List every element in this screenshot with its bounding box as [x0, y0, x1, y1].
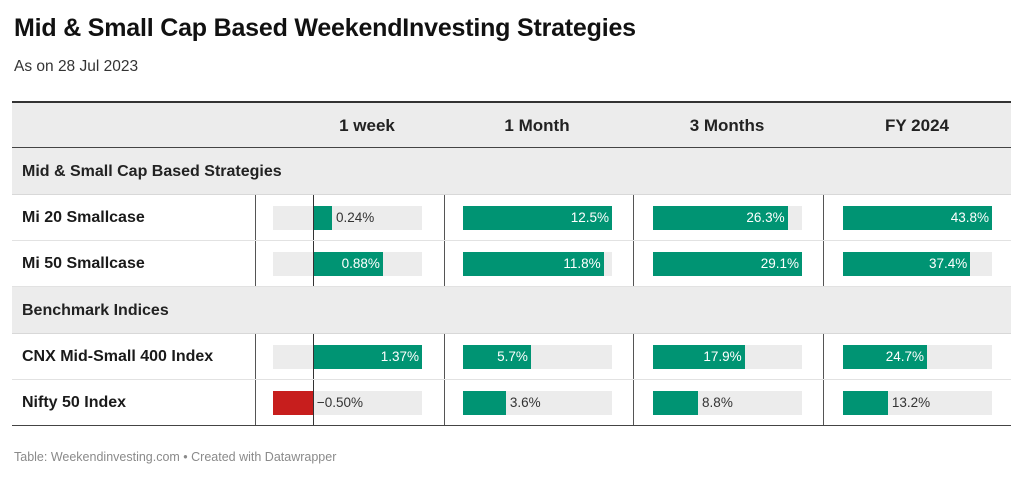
bar-value-label: 24.7%: [885, 349, 925, 364]
column-divider: [823, 241, 824, 286]
bar-value-label: 3.6%: [509, 395, 541, 410]
table-row: CNX Mid-Small 400 Index 1.37% 5.7% 17.9% 24.…: [12, 334, 1011, 380]
column-divider: [444, 241, 445, 286]
column-divider: [823, 195, 824, 240]
column-divider: [633, 241, 634, 286]
row-label: Nifty 50 Index: [22, 394, 127, 411]
column-divider: [444, 380, 445, 425]
bar-value-label: 11.8%: [563, 256, 601, 271]
table-body: Mid & Small Cap Based Strategies Mi 20 Sm…: [12, 148, 1011, 426]
group-row: Benchmark Indices: [12, 287, 1011, 334]
column-divider: [633, 334, 634, 379]
bar-value-label: 29.1%: [760, 256, 799, 271]
bar-fy-2024: [843, 345, 928, 369]
column-divider: [633, 195, 634, 240]
bar-1-week: [312, 206, 332, 230]
zero-axis-line: [312, 334, 314, 379]
group-label: Mid & Small Cap Based Strategies: [22, 163, 282, 180]
chart-title: Mid & Small Cap Based WeekendInvesting S…: [14, 14, 636, 42]
table-row: Mi 50 Smallcase 0.88% 11.8% 29.1% 37.4%: [12, 241, 1011, 287]
bar-track: [273, 206, 422, 230]
row-label: Mi 20 Smallcase: [22, 209, 145, 226]
column-header-1-week: 1 week: [339, 116, 395, 135]
zero-axis-line: [312, 241, 314, 286]
column-header-1-month: 1 Month: [504, 116, 570, 135]
column-divider: [633, 380, 634, 425]
group-row: Mid & Small Cap Based Strategies: [12, 148, 1011, 195]
column-divider: [255, 241, 256, 286]
bar-value-label: 13.2%: [891, 395, 931, 410]
bar-value-label: 17.9%: [703, 349, 742, 364]
zero-axis-line: [312, 195, 314, 240]
bar-value-label: 0.88%: [341, 256, 380, 271]
bar-value-label: 8.8%: [702, 395, 733, 410]
column-divider: [255, 334, 256, 379]
column-divider: [444, 334, 445, 379]
row-label: Mi 50 Smallcase: [22, 255, 145, 272]
bar-value-label: 0.24%: [335, 210, 375, 225]
bar-fy-2024: [843, 391, 888, 415]
table-row: Mi 20 Smallcase 0.24% 12.5% 26.3% 43.8%: [12, 195, 1011, 241]
bar-1-week: [312, 345, 422, 369]
bar-fy-2024: [843, 206, 992, 230]
data-table: 1 week 1 Month 3 Months FY 2024 Mid & Sm…: [12, 101, 1011, 426]
table-row: Nifty 50 Index −0.50% 3.6% 8.8% 13.2%: [12, 380, 1011, 426]
bar-value-label: 12.5%: [570, 210, 609, 225]
row-label: CNX Mid-Small 400 Index: [22, 348, 214, 365]
column-divider: [255, 195, 256, 240]
bar-fy-2024: [843, 252, 971, 276]
bar-value-label: 26.3%: [746, 210, 785, 225]
column-header-fy-2024: FY 2024: [885, 116, 949, 135]
bar-3-months: [653, 206, 788, 230]
bar-value-label: 1.37%: [380, 349, 419, 364]
bar-value-label: 43.8%: [950, 210, 989, 225]
bar-1-week: [312, 252, 383, 276]
zero-axis-line: [312, 380, 314, 425]
column-divider: [255, 380, 256, 425]
column-header-3-months: 3 Months: [689, 116, 765, 135]
chart-subtitle: As on 28 Jul 2023: [14, 58, 139, 75]
bar-value-label: −0.50%: [316, 395, 363, 410]
table-header: 1 week 1 Month 3 Months FY 2024: [12, 103, 1011, 148]
bar-1-month: [463, 391, 506, 415]
column-divider: [444, 195, 445, 240]
group-label: Benchmark Indices: [22, 302, 169, 319]
bar-1-week: [273, 391, 313, 415]
bar-3-months: [653, 345, 745, 369]
bar-1-month: [463, 206, 612, 230]
bar-value-label: 37.4%: [928, 256, 968, 271]
bar-1-month: [463, 252, 604, 276]
footer-credit: Table: Weekendinvesting.com • Created wi…: [14, 450, 337, 464]
column-divider: [823, 334, 824, 379]
bar-value-label: 5.7%: [497, 349, 528, 364]
column-divider: [823, 380, 824, 425]
bar-1-month: [463, 345, 531, 369]
bar-3-months: [653, 252, 802, 276]
bar-3-months: [653, 391, 699, 415]
